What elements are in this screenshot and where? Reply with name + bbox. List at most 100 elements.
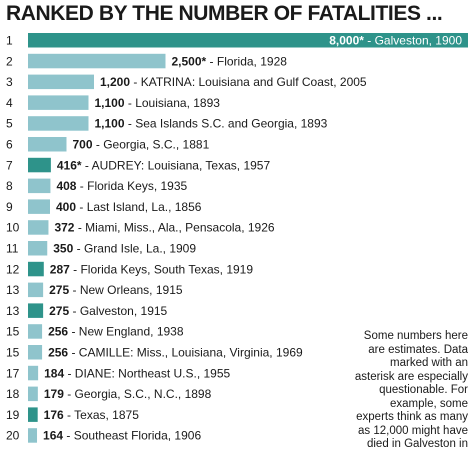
description-label: - DIANE: Northeast U.S., 1955 <box>64 366 230 380</box>
bar <box>28 241 48 256</box>
bar-label: 164 - Southeast Florida, 1906 <box>43 429 201 443</box>
bar <box>28 261 44 277</box>
bar <box>28 137 67 152</box>
value-label: 179 <box>44 387 64 401</box>
bar-label: 275 - Galveston, 1915 <box>49 304 167 318</box>
rank-label: 13 <box>6 283 20 297</box>
description-label: - AUDREY: Louisiana, Texas, 1957 <box>82 158 271 172</box>
bar <box>28 428 38 443</box>
value-label: 275 <box>49 283 69 297</box>
value-label: 408 <box>56 179 76 193</box>
rank-label: 12 <box>6 262 20 276</box>
bar-label: 416* - AUDREY: Louisiana, Texas, 1957 <box>57 158 271 172</box>
bar <box>28 157 51 173</box>
bar-label: 1,100 - Louisiana, 1893 <box>95 96 221 110</box>
description-label: - Florida, 1928 <box>206 54 287 68</box>
rank-label: 9 <box>6 200 13 214</box>
bar <box>28 345 43 360</box>
bar-label: 2,500* - Florida, 1928 <box>172 54 288 68</box>
rank-label: 1 <box>6 33 13 47</box>
rank-label: 19 <box>6 408 20 422</box>
description-label: - KATRINA: Louisiana and Gulf Coast, 200… <box>130 75 367 89</box>
description-label: - Louisiana, 1893 <box>125 96 221 110</box>
rank-label: 15 <box>6 325 20 339</box>
bar-label: 179 - Georgia, S.C., N.C., 1898 <box>44 387 212 401</box>
description-label: - New England, 1938 <box>68 325 184 339</box>
bar-label: 1,100 - Sea Islands S.C. and Georgia, 18… <box>95 117 328 131</box>
bar-label: 275 - New Orleans, 1915 <box>49 283 183 297</box>
description-label: - CAMILLE: Miss., Louisiana, Virginia, 1… <box>68 345 303 359</box>
bar-label: 256 - CAMILLE: Miss., Louisiana, Virgini… <box>48 345 303 359</box>
rank-label: 17 <box>6 366 20 380</box>
value-label: 256 <box>48 325 68 339</box>
bar-label: 700 - Georgia, S.C., 1881 <box>73 137 210 151</box>
rank-label: 6 <box>6 137 13 151</box>
value-label: 287 <box>50 262 70 276</box>
value-label: 1,100 <box>95 117 125 131</box>
value-label: 184 <box>44 366 64 380</box>
rank-label: 5 <box>6 117 13 131</box>
description-label: - Texas, 1875 <box>64 408 139 422</box>
rank-label: 10 <box>6 221 20 235</box>
description-label: - Georgia, S.C., 1881 <box>93 137 210 151</box>
value-label: 164 <box>43 429 63 443</box>
rank-label: 18 <box>6 387 20 401</box>
value-label: 176 <box>44 408 64 422</box>
description-label: - Florida Keys, South Texas, 1919 <box>70 262 254 276</box>
bar-label: 256 - New England, 1938 <box>48 325 184 339</box>
rank-label: 20 <box>6 429 20 443</box>
chart-title: RANKED BY THE NUMBER OF FATALITIES ... <box>6 2 443 25</box>
value-label: 2,500* <box>172 54 207 68</box>
rank-label: 15 <box>6 345 20 359</box>
value-label: 416* <box>57 158 82 172</box>
description-label: - Florida Keys, 1935 <box>76 179 187 193</box>
description-label: - Sea Islands S.C. and Georgia, 1893 <box>125 117 328 131</box>
bar <box>28 33 468 48</box>
value-label: 256 <box>48 345 68 359</box>
bar <box>28 365 39 381</box>
bar <box>28 116 89 131</box>
bar-label: 400 - Last Island, La., 1856 <box>56 200 202 214</box>
description-label: - Miami, Miss., Ala., Pensacola, 1926 <box>74 221 274 235</box>
value-label: 275 <box>49 304 69 318</box>
bar <box>28 178 51 194</box>
description-label: - Last Island, La., 1856 <box>76 200 202 214</box>
bar-label: 176 - Texas, 1875 <box>44 408 140 422</box>
bar <box>28 407 38 422</box>
bar-label: 1,200 - KATRINA: Louisiana and Gulf Coas… <box>100 75 367 89</box>
bar <box>28 95 89 110</box>
description-label: - Galveston, 1900 <box>364 33 462 47</box>
description-label: - Southeast Florida, 1906 <box>63 429 201 443</box>
bar <box>28 303 44 318</box>
rank-label: 4 <box>6 96 13 110</box>
rank-label: 11 <box>6 241 19 255</box>
description-label: - Grand Isle, La., 1909 <box>73 241 196 255</box>
bar <box>28 220 49 235</box>
bar-label: 184 - DIANE: Northeast U.S., 1955 <box>44 366 230 380</box>
value-label: 700 <box>73 137 93 151</box>
bar <box>28 53 166 69</box>
value-label: 1,200 <box>100 75 130 89</box>
rank-label: 8 <box>6 179 13 193</box>
bar <box>28 74 94 90</box>
bar-label: 8,000* - Galveston, 1900 <box>329 33 462 47</box>
bar-label: 372 - Miami, Miss., Ala., Pensacola, 192… <box>54 221 274 235</box>
description-label: - New Orleans, 1915 <box>69 283 183 297</box>
value-label: 400 <box>56 200 76 214</box>
bar <box>28 386 38 402</box>
rank-label: 7 <box>6 158 13 172</box>
value-label: 350 <box>53 241 73 255</box>
bar-label: 287 - Florida Keys, South Texas, 1919 <box>50 262 254 276</box>
description-label: - Galveston, 1915 <box>69 304 167 318</box>
bar-label: 408 - Florida Keys, 1935 <box>56 179 187 193</box>
bar-label: 350 - Grand Isle, La., 1909 <box>53 241 196 255</box>
bar <box>28 324 43 339</box>
rank-label: 3 <box>6 75 13 89</box>
bar <box>28 199 50 214</box>
bar <box>28 282 44 298</box>
footnote: Some numbers here are estimates. Data ma… <box>354 330 468 450</box>
value-label: 1,100 <box>95 96 125 110</box>
value-label: 8,000* <box>329 33 364 47</box>
